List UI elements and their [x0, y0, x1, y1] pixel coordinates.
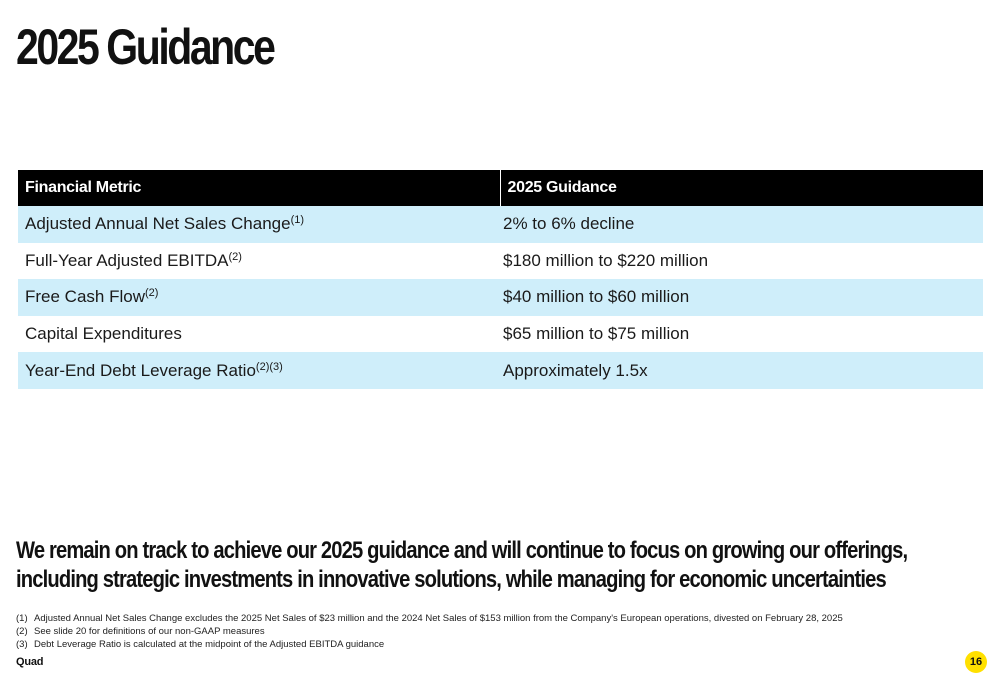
guidance-cell: $180 million to $220 million [500, 242, 983, 280]
footnote-ref: (1) [290, 214, 305, 227]
metric-cell: Full-Year Adjusted EBITDA(2) [18, 242, 500, 280]
guidance-cell: 2% to 6% decline [500, 206, 983, 243]
metric-label: Full-Year Adjusted EBITDA [25, 250, 229, 270]
table-row: Year-End Debt Leverage Ratio(2)(3) Appro… [18, 352, 983, 389]
page-number-badge: 16 [965, 651, 987, 673]
metric-cell: Year-End Debt Leverage Ratio(2)(3) [18, 352, 500, 389]
footnote-item: (1) Adjusted Annual Net Sales Change exc… [16, 612, 843, 625]
metric-cell: Adjusted Annual Net Sales Change(1) [18, 206, 500, 243]
guidance-table: Financial Metric 2025 Guidance Adjusted … [18, 170, 983, 389]
footnote-ref: (2)(3) [255, 360, 283, 373]
guidance-cell: Approximately 1.5x [500, 352, 983, 389]
metric-label: Year-End Debt Leverage Ratio [25, 360, 256, 380]
column-header-2025-guidance: 2025 Guidance [499, 170, 983, 206]
column-header-financial-metric: Financial Metric [18, 170, 500, 206]
footnote-text: Adjusted Annual Net Sales Change exclude… [34, 613, 843, 624]
table-header-row: Financial Metric 2025 Guidance [18, 170, 983, 206]
metric-label: Free Cash Flow [25, 287, 145, 307]
footnote-ref: (2) [228, 250, 242, 263]
footnote-number: (3) [16, 639, 28, 650]
brand-logo: Quad [16, 656, 44, 668]
page-title: 2025 Guidance [16, 19, 276, 75]
table-row: Full-Year Adjusted EBITDA(2) $180 millio… [18, 242, 983, 280]
metric-cell: Capital Expenditures [18, 315, 500, 353]
footnote-text: Debt Leverage Ratio is calculated at the… [34, 639, 385, 650]
footnote-item: (3) Debt Leverage Ratio is calculated at… [16, 638, 843, 651]
metric-label: Adjusted Annual Net Sales Change [25, 214, 291, 234]
footnote-text: See slide 20 for definitions of our non-… [34, 626, 265, 637]
footnote-ref: (2) [144, 287, 159, 300]
footnotes: (1) Adjusted Annual Net Sales Change exc… [16, 612, 843, 651]
guidance-cell: $40 million to $60 million [500, 279, 983, 316]
statement-line-2: including strategic investments in innov… [16, 566, 887, 593]
footnote-item: (2) See slide 20 for definitions of our … [16, 625, 843, 638]
metric-cell: Free Cash Flow(2) [18, 279, 500, 316]
table-row: Capital Expenditures $65 million to $75 … [18, 315, 983, 353]
footnote-number: (2) [16, 626, 28, 637]
guidance-cell: $65 million to $75 million [500, 315, 983, 353]
footnote-number: (1) [16, 613, 28, 624]
statement-line-1: We remain on track to achieve our 2025 g… [16, 537, 908, 564]
table-row: Free Cash Flow(2) $40 million to $60 mil… [18, 279, 983, 316]
metric-label: Capital Expenditures [25, 324, 182, 344]
key-statement: We remain on track to achieve our 2025 g… [16, 536, 990, 594]
table-row: Adjusted Annual Net Sales Change(1) 2% t… [18, 206, 983, 243]
